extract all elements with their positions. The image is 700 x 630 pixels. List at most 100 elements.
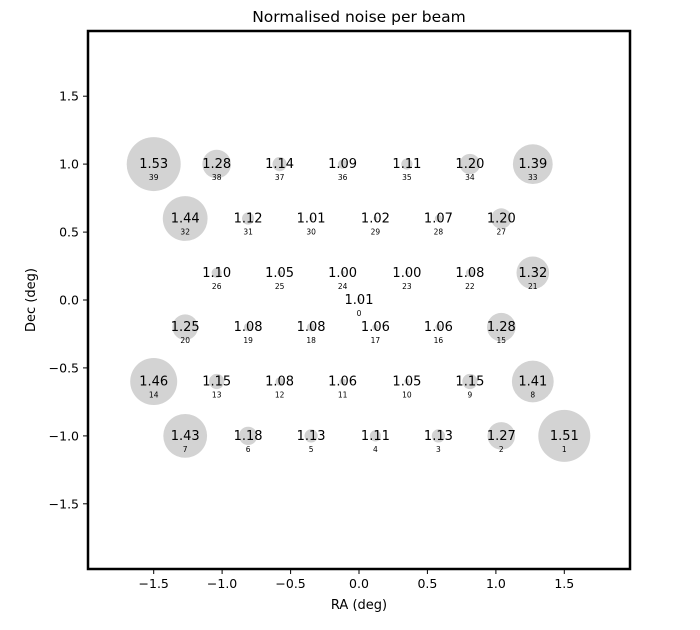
beam-index-label: 21 xyxy=(528,282,538,291)
x-tick-label: 1.0 xyxy=(486,576,506,591)
beam-marker xyxy=(275,377,284,386)
beam-index-label: 0 xyxy=(357,309,362,318)
beam-index-label: 22 xyxy=(465,282,475,291)
beam-index-label: 37 xyxy=(275,173,285,182)
noise-value-label: 1.08 xyxy=(297,320,326,335)
beam-marker xyxy=(404,270,409,275)
noise-value-label: 1.12 xyxy=(234,212,263,227)
beam-index-label: 39 xyxy=(149,173,159,182)
beam-marker xyxy=(307,323,316,332)
points-layer: 1.0101.5111.2721.1331.1141.1351.1861.437… xyxy=(126,137,591,462)
beam-index-label: 23 xyxy=(402,282,412,291)
beam-marker xyxy=(211,267,222,278)
beam-marker xyxy=(242,212,255,225)
noise-value-label: 1.44 xyxy=(171,212,200,227)
noise-value-label: 1.05 xyxy=(265,266,294,281)
beam-index-label: 19 xyxy=(243,336,253,345)
noise-value-label: 1.51 xyxy=(550,429,579,444)
x-tick-label: −0.5 xyxy=(275,576,305,591)
beam-marker xyxy=(465,268,474,277)
beam-index-label: 16 xyxy=(434,336,444,345)
beam-index-label: 18 xyxy=(306,336,316,345)
beam-marker xyxy=(130,358,178,405)
beam-marker xyxy=(272,157,287,172)
noise-value-label: 1.06 xyxy=(328,375,357,390)
beam-index-label: 34 xyxy=(465,173,475,182)
beam-index-label: 36 xyxy=(338,173,348,182)
beam-point: 1.010 xyxy=(345,293,374,318)
beam-marker xyxy=(462,373,478,390)
noise-value-label: 1.46 xyxy=(139,375,168,390)
beam-point: 1.186 xyxy=(234,426,263,454)
beam-marker xyxy=(431,429,445,443)
noise-value-label: 1.00 xyxy=(328,266,357,281)
beam-marker xyxy=(516,256,550,290)
beam-index-label: 7 xyxy=(183,445,188,454)
beam-index-label: 2 xyxy=(499,445,504,454)
noise-value-label: 1.15 xyxy=(455,375,484,390)
beam-marker xyxy=(277,270,283,276)
noise-value-label: 1.11 xyxy=(392,157,421,172)
y-tick-label: 0.5 xyxy=(59,225,79,240)
beam-point: 1.135 xyxy=(297,429,326,454)
noise-value-label: 1.13 xyxy=(297,429,326,444)
beam-index-label: 31 xyxy=(243,228,253,237)
y-tick-label: −1.5 xyxy=(49,496,79,511)
beam-point: 1.418 xyxy=(511,360,554,403)
beam-marker xyxy=(309,216,314,221)
x-tick-label: 1.5 xyxy=(554,576,574,591)
beam-index-label: 24 xyxy=(338,282,348,291)
beam-index-label: 32 xyxy=(180,228,190,237)
noise-value-label: 1.08 xyxy=(265,375,294,390)
noise-value-label: 1.01 xyxy=(297,212,326,227)
noise-value-label: 1.20 xyxy=(455,157,484,172)
noise-value-label: 1.14 xyxy=(265,157,294,172)
beam-marker xyxy=(172,314,198,341)
beam-marker xyxy=(209,373,225,390)
beam-index-label: 9 xyxy=(468,391,473,400)
beam-marker xyxy=(369,430,381,442)
beam-marker xyxy=(373,216,378,221)
beam-index-label: 15 xyxy=(497,336,507,345)
beam-index-label: 35 xyxy=(402,173,412,182)
beam-marker xyxy=(459,153,481,175)
beam-marker xyxy=(163,414,208,458)
beam-index-label: 3 xyxy=(436,445,441,454)
beam-point: 1.272 xyxy=(487,422,516,454)
noise-value-label: 1.39 xyxy=(518,157,547,172)
noise-value-label: 1.28 xyxy=(487,320,516,335)
noise-value-label: 1.25 xyxy=(171,320,200,335)
noise-value-label: 1.20 xyxy=(487,212,516,227)
beam-marker xyxy=(487,422,516,450)
beam-index-label: 4 xyxy=(373,445,378,454)
x-axis-label: RA (deg) xyxy=(331,598,387,613)
noise-value-label: 1.06 xyxy=(424,320,453,335)
beam-marker xyxy=(357,298,361,302)
noise-value-label: 1.13 xyxy=(424,429,453,444)
noise-value-label: 1.32 xyxy=(518,266,547,281)
beam-index-label: 1 xyxy=(562,445,567,454)
y-axis-label: Dec (deg) xyxy=(24,268,39,332)
beam-marker xyxy=(304,429,318,443)
beam-marker xyxy=(435,324,442,331)
noise-value-label: 1.28 xyxy=(202,157,231,172)
y-tick-label: −1.0 xyxy=(49,428,79,443)
beam-marker xyxy=(338,159,348,169)
beam-index-label: 8 xyxy=(530,391,535,400)
x-tick-label: −1.0 xyxy=(207,576,237,591)
beam-marker xyxy=(538,409,591,462)
noise-value-label: 1.41 xyxy=(518,375,547,390)
beam-index-label: 38 xyxy=(212,173,222,182)
beam-marker xyxy=(434,214,442,223)
